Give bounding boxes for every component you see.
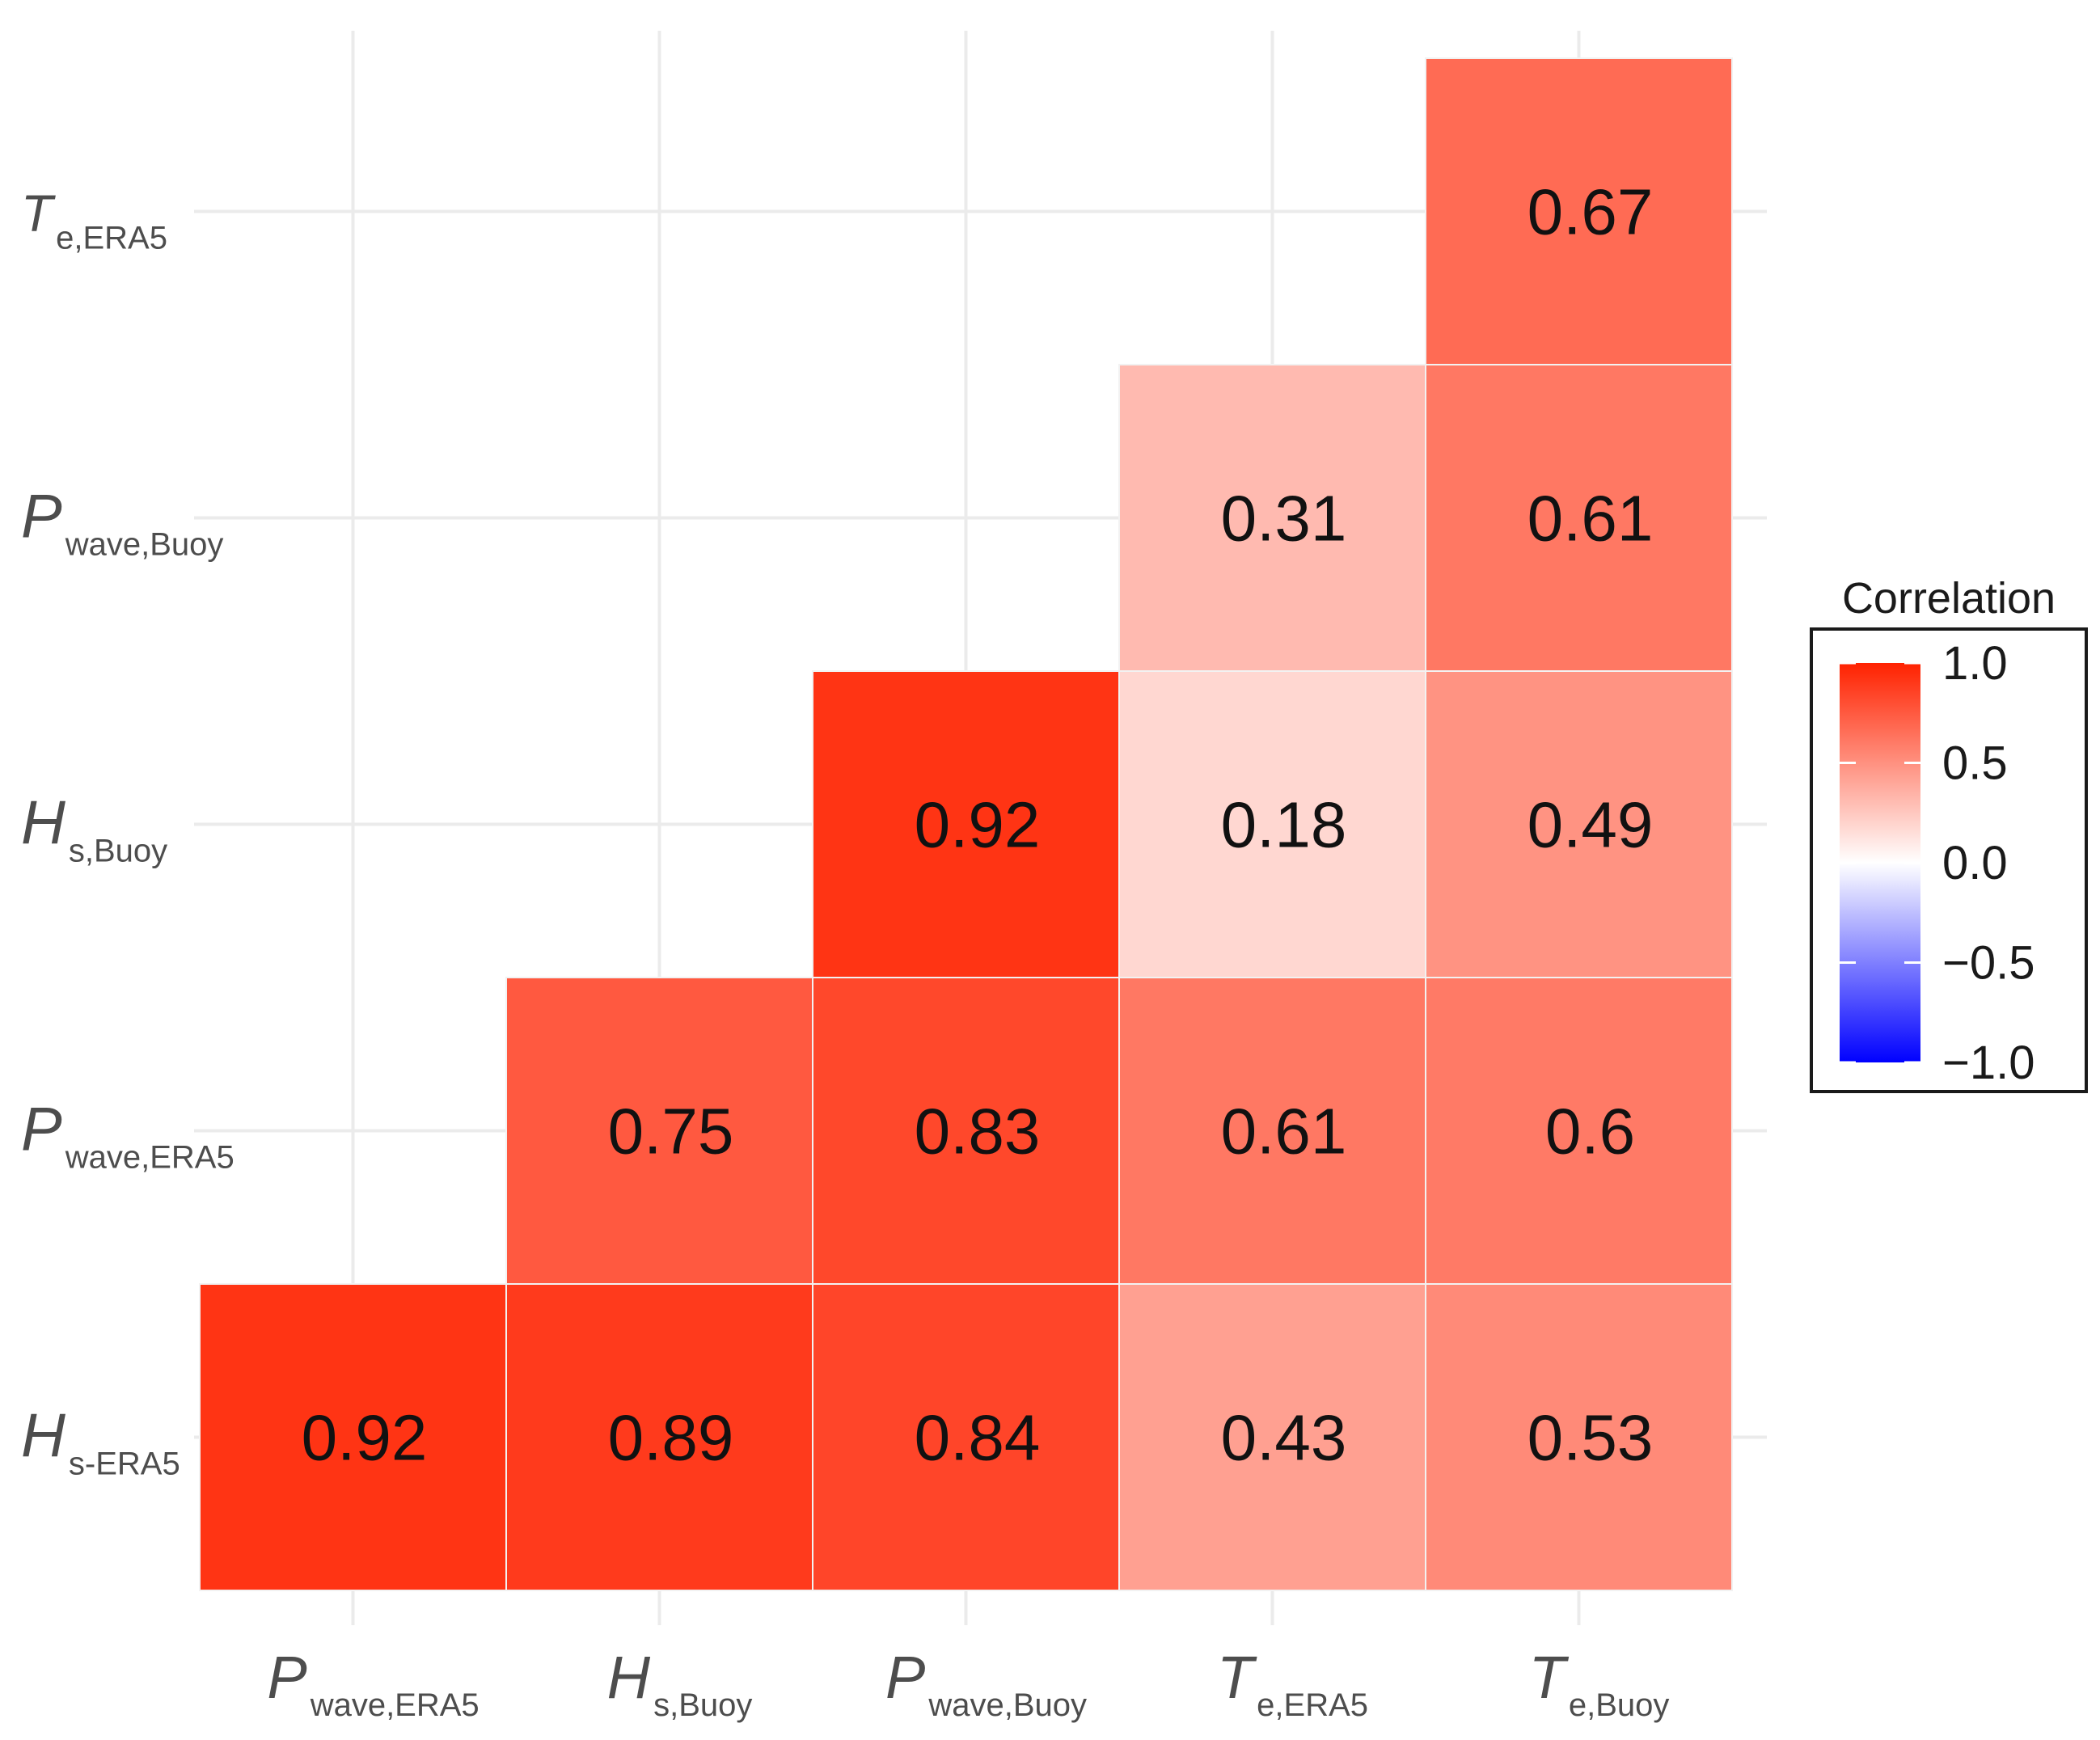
cell-value-label: 0.49 bbox=[1527, 789, 1654, 861]
heatmap-cell: 0.31 bbox=[1118, 364, 1426, 672]
heatmap-cell: 0.75 bbox=[505, 977, 813, 1285]
heatmap-cell-rect bbox=[505, 977, 813, 1285]
x-axis-label-main: T bbox=[1217, 1644, 1257, 1711]
y-axis-label-main: H bbox=[21, 789, 65, 858]
cell-value-label: 0.53 bbox=[1527, 1402, 1654, 1474]
heatmap-cell-rect bbox=[1118, 670, 1426, 978]
x-axis-label-main: H bbox=[607, 1644, 651, 1711]
cell-value-label: 0.6 bbox=[1545, 1096, 1635, 1168]
legend-tick-label: 0.0 bbox=[1942, 837, 2008, 889]
y-axis-label-sub: e,ERA5 bbox=[56, 221, 167, 256]
heatmap-cell: 0.89 bbox=[505, 1283, 813, 1591]
cell-value-label: 0.89 bbox=[608, 1402, 734, 1474]
legend: Correlation 1.0 0.5 0.0 −0.5 −1.0 bbox=[1810, 574, 2088, 1093]
y-axis-label-main: T bbox=[21, 184, 56, 243]
legend-title: Correlation bbox=[1842, 574, 2056, 623]
legend-ticks: 1.0 0.5 0.0 −0.5 −1.0 bbox=[1840, 637, 2035, 1089]
heatmap-cell: 0.6 bbox=[1425, 977, 1733, 1285]
heatmap-cell: 0.92 bbox=[812, 670, 1120, 978]
heatmap-cell-rect bbox=[1425, 670, 1733, 978]
x-axis-label-main: T bbox=[1529, 1644, 1570, 1711]
legend-tick-label: 1.0 bbox=[1942, 637, 2008, 690]
cell-value-label: 0.18 bbox=[1221, 789, 1347, 861]
y-axis-label-main: H bbox=[21, 1402, 65, 1471]
x-axis-label-sub: wave,Buoy bbox=[927, 1687, 1087, 1723]
heatmap-cell-rect bbox=[812, 1283, 1120, 1591]
heatmap-cell: 0.18 bbox=[1118, 670, 1426, 978]
cell-value-label: 0.92 bbox=[302, 1402, 428, 1474]
heatmap-cell-rect bbox=[1118, 364, 1426, 672]
heatmap-cell: 0.53 bbox=[1425, 1283, 1733, 1591]
heatmap-cell: 0.43 bbox=[1118, 1283, 1426, 1591]
cell-value-label: 0.75 bbox=[608, 1096, 734, 1168]
heatmap-cell-rect bbox=[812, 977, 1120, 1285]
y-axis-label-sub: s-ERA5 bbox=[69, 1446, 180, 1482]
legend-tick-label: 0.5 bbox=[1942, 737, 2008, 790]
x-axis-label-sub: e,ERA5 bbox=[1257, 1687, 1368, 1723]
x-axis-label-sub: s,Buoy bbox=[653, 1687, 752, 1723]
y-axis-label-sub: wave,Buoy bbox=[65, 527, 224, 563]
heatmap-cell-rect bbox=[199, 1283, 507, 1591]
y-axis-label-sub: wave,ERA5 bbox=[65, 1140, 235, 1176]
cell-value-label: 0.31 bbox=[1221, 483, 1347, 555]
cell-value-label: 0.61 bbox=[1221, 1096, 1347, 1168]
cell-value-label: 0.83 bbox=[915, 1096, 1041, 1168]
cell-value-label: 0.43 bbox=[1221, 1402, 1347, 1474]
heatmap-cell: 0.49 bbox=[1425, 670, 1733, 978]
x-axis-label-sub: e,Buoy bbox=[1569, 1687, 1670, 1723]
x-axis-label-main: P bbox=[267, 1644, 306, 1711]
y-axis-label-main: P bbox=[21, 483, 62, 551]
heatmap-cell: 0.61 bbox=[1118, 977, 1426, 1285]
heatmap-cell: 0.92 bbox=[199, 1283, 507, 1591]
heatmap-cell-rect bbox=[1425, 1283, 1733, 1591]
heatmap-cell: 0.61 bbox=[1425, 364, 1733, 672]
heatmap-cell-rect bbox=[1118, 1283, 1426, 1591]
cell-value-label: 0.92 bbox=[915, 789, 1041, 861]
x-axis-label-main: P bbox=[885, 1644, 925, 1711]
heatmap-cell-rect bbox=[1425, 57, 1733, 365]
legend-frame bbox=[1810, 627, 2088, 1093]
heatmap-cell-rect bbox=[1425, 977, 1733, 1285]
heatmap-cell: 0.67 bbox=[1425, 57, 1733, 365]
cell-value-label: 0.84 bbox=[915, 1402, 1041, 1474]
cell-value-label: 0.61 bbox=[1527, 483, 1654, 555]
y-axis-label-main: P bbox=[21, 1096, 62, 1164]
heatmap-cell-rect bbox=[1425, 364, 1733, 672]
heatmap-cell: 0.84 bbox=[812, 1283, 1120, 1591]
y-axis-label-sub: s,Buoy bbox=[69, 834, 167, 869]
cell-value-label: 0.67 bbox=[1527, 176, 1654, 248]
legend-tick-label: −0.5 bbox=[1942, 937, 2035, 990]
heatmap-cell-rect bbox=[505, 1283, 813, 1591]
heatmap-cell: 0.83 bbox=[812, 977, 1120, 1285]
heatmap-cell-rect bbox=[812, 670, 1120, 978]
legend-tick-label: −1.0 bbox=[1942, 1037, 2035, 1089]
heatmap-cell-rect bbox=[1118, 977, 1426, 1285]
heatmap-cells: 0.92 0.89 0.84 0.43 0.53 0.75 0.83 0.61 0.6 0.92 0… bbox=[199, 57, 1733, 1591]
x-axis-label-sub: wave,ERA5 bbox=[310, 1687, 480, 1723]
